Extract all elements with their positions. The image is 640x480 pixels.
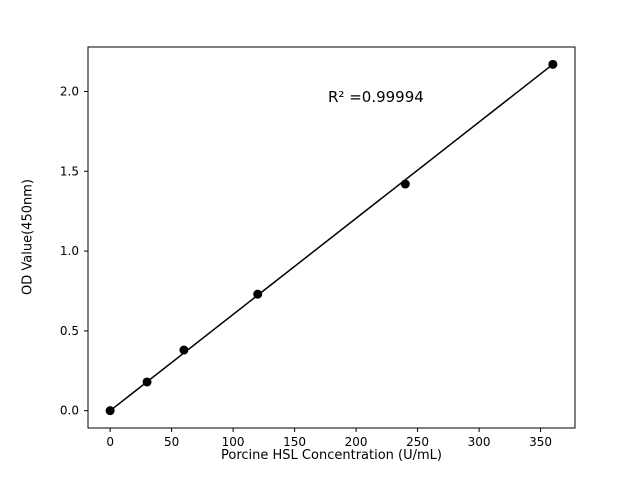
x-tick-label: 100: [222, 435, 245, 449]
plot-frame: [87, 46, 576, 429]
data-point: [253, 289, 263, 299]
y-tick-label: 2.0: [60, 84, 79, 98]
fit-line: [109, 63, 554, 412]
x-axis-label: Porcine HSL Concentration (U/mL): [221, 448, 442, 463]
x-tick-label: 200: [345, 435, 368, 449]
r-squared-annotation: R² =0.99994: [328, 88, 424, 106]
data-point: [400, 179, 410, 189]
x-tick-label: 250: [406, 435, 429, 449]
y-axis-label: OD Value(450nm): [20, 179, 36, 295]
data-point: [105, 406, 115, 416]
y-tick-label: 0.5: [60, 324, 79, 338]
x-tick-label: 300: [468, 435, 491, 449]
data-point: [179, 345, 189, 355]
data-point: [548, 59, 558, 69]
y-tick-label: 1.5: [60, 164, 79, 178]
data-point: [142, 377, 152, 387]
y-tick-label: 0.0: [60, 404, 79, 418]
y-tick-label: 1.0: [60, 244, 79, 258]
x-tick-label: 0: [106, 435, 114, 449]
x-tick-label: 50: [164, 435, 179, 449]
x-tick-label: 350: [529, 435, 552, 449]
x-tick-label: 150: [283, 435, 306, 449]
